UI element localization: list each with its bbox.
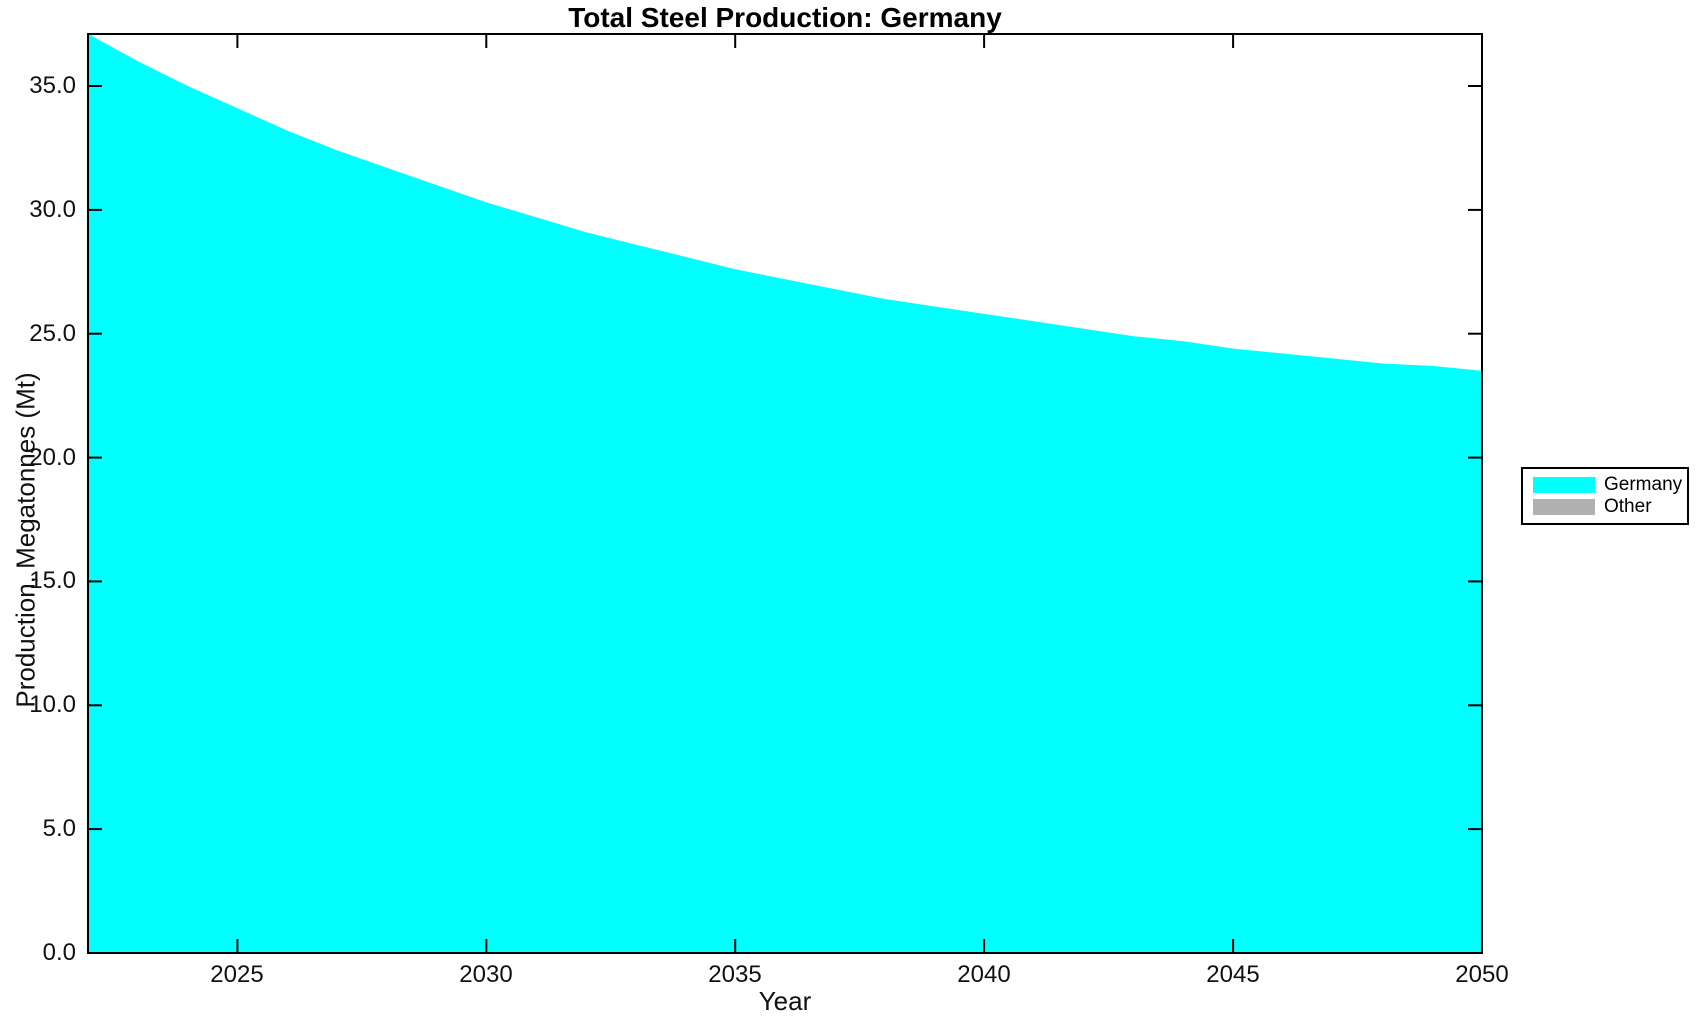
y-axis-label: Production, Megatonnes (Mt) [10,372,41,708]
x-tick-label: 2025 [210,961,264,988]
y-tick-label: 30.0 [29,196,76,223]
area-series-germany [88,34,1482,953]
x-tick-label: 2035 [708,961,762,988]
x-tick-label: 2050 [1455,961,1509,988]
x-tick-label: 2040 [957,961,1011,988]
legend-swatch-germany [1533,477,1595,493]
y-tick-label: 10.0 [29,691,76,718]
legend: Germany Other [1521,467,1689,525]
y-tick-label: 25.0 [29,320,76,347]
legend-label-germany: Germany [1604,474,1683,495]
y-tick-label: 0.0 [42,939,76,966]
x-axis-label: Year [758,986,812,1016]
chart-title: Total Steel Production: Germany [568,2,1002,33]
y-tick-label: 15.0 [29,567,76,594]
legend-item-germany: Germany [1533,474,1683,496]
legend-swatch-other [1533,499,1595,515]
y-tick-label: 35.0 [29,72,76,99]
x-tick-label: 2045 [1206,961,1260,988]
plot-frame [87,33,1483,954]
y-tick-label: 20.0 [29,444,76,471]
legend-label-other: Other [1604,496,1652,517]
legend-item-other: Other [1533,496,1679,518]
x-tick-label: 2030 [459,961,513,988]
y-tick-label: 5.0 [42,815,76,842]
